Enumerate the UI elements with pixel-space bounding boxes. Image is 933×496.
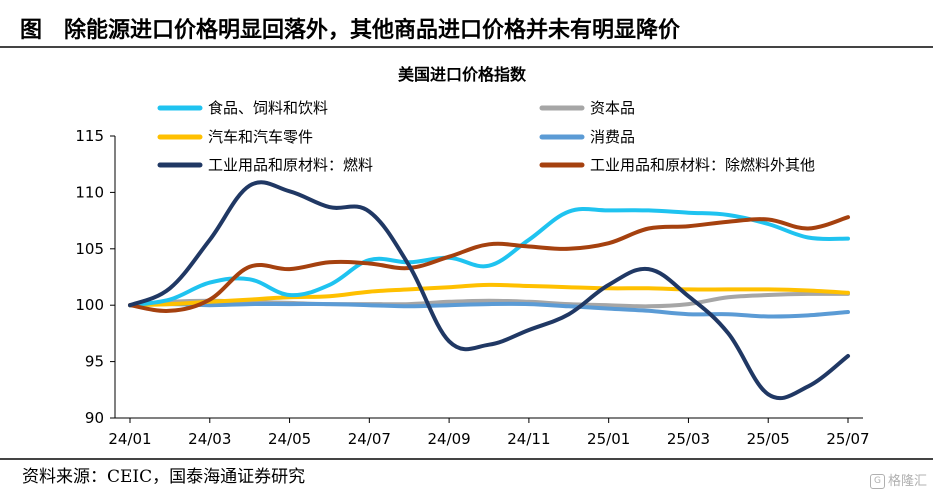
y-tick-label: 105 (75, 240, 104, 258)
legend-label-auto: 汽车和汽车零件 (208, 128, 313, 146)
watermark: G 格隆汇 (869, 470, 927, 489)
watermark-logo-icon: G (869, 474, 885, 489)
bottom-rule (0, 458, 933, 460)
x-tick-label: 24/09 (427, 430, 470, 448)
legend-label-industrial-ex-fuel: 工业用品和原材料：除燃料外其他 (590, 156, 815, 174)
y-tick-label: 95 (85, 353, 104, 371)
chart-title: 美国进口价格指数 (398, 65, 527, 84)
series-line-food (128, 206, 850, 308)
x-tick-label: 24/11 (507, 430, 550, 448)
x-tick-label: 25/03 (667, 430, 710, 448)
axes: 90 95 100 105 110 115 24/01 24/03 24/05 24/07 24/0… (75, 127, 869, 448)
x-tick-label: 24/03 (188, 430, 231, 448)
x-tick-label: 24/01 (108, 430, 151, 448)
legend-label-fuels: 工业用品和原材料：燃料 (208, 156, 373, 174)
x-tick-label: 24/05 (268, 430, 311, 448)
legend-label-capital: 资本品 (590, 99, 635, 117)
series-line-capital (128, 291, 850, 309)
legend-label-food: 食品、饲料和饮料 (208, 99, 328, 117)
legend-label-consumer: 消费品 (590, 128, 635, 146)
series-line-auto (128, 282, 850, 308)
y-tick-label: 100 (75, 296, 104, 314)
series-line-fuels (128, 180, 850, 401)
x-tick-label: 25/07 (826, 430, 869, 448)
x-tick-label: 25/01 (587, 430, 630, 448)
x-tick-label: 24/07 (348, 430, 391, 448)
series-lines (128, 180, 850, 401)
watermark-text: 格隆汇 (887, 474, 927, 489)
figure-title: 图 除能源进口价格明显回落外，其他商品进口价格并未有明显降价 (20, 17, 681, 43)
y-tick-label: 115 (75, 127, 104, 145)
series-line-industrial-ex-fuel (128, 215, 850, 313)
top-rule (0, 46, 933, 48)
y-tick-label: 110 (75, 183, 104, 201)
x-tick-label: 25/05 (747, 430, 790, 448)
source-note: 资料来源：CEIC，国泰海通证券研究 (22, 467, 306, 487)
series-line-consumer (128, 301, 850, 319)
y-tick-label: 90 (85, 409, 104, 427)
